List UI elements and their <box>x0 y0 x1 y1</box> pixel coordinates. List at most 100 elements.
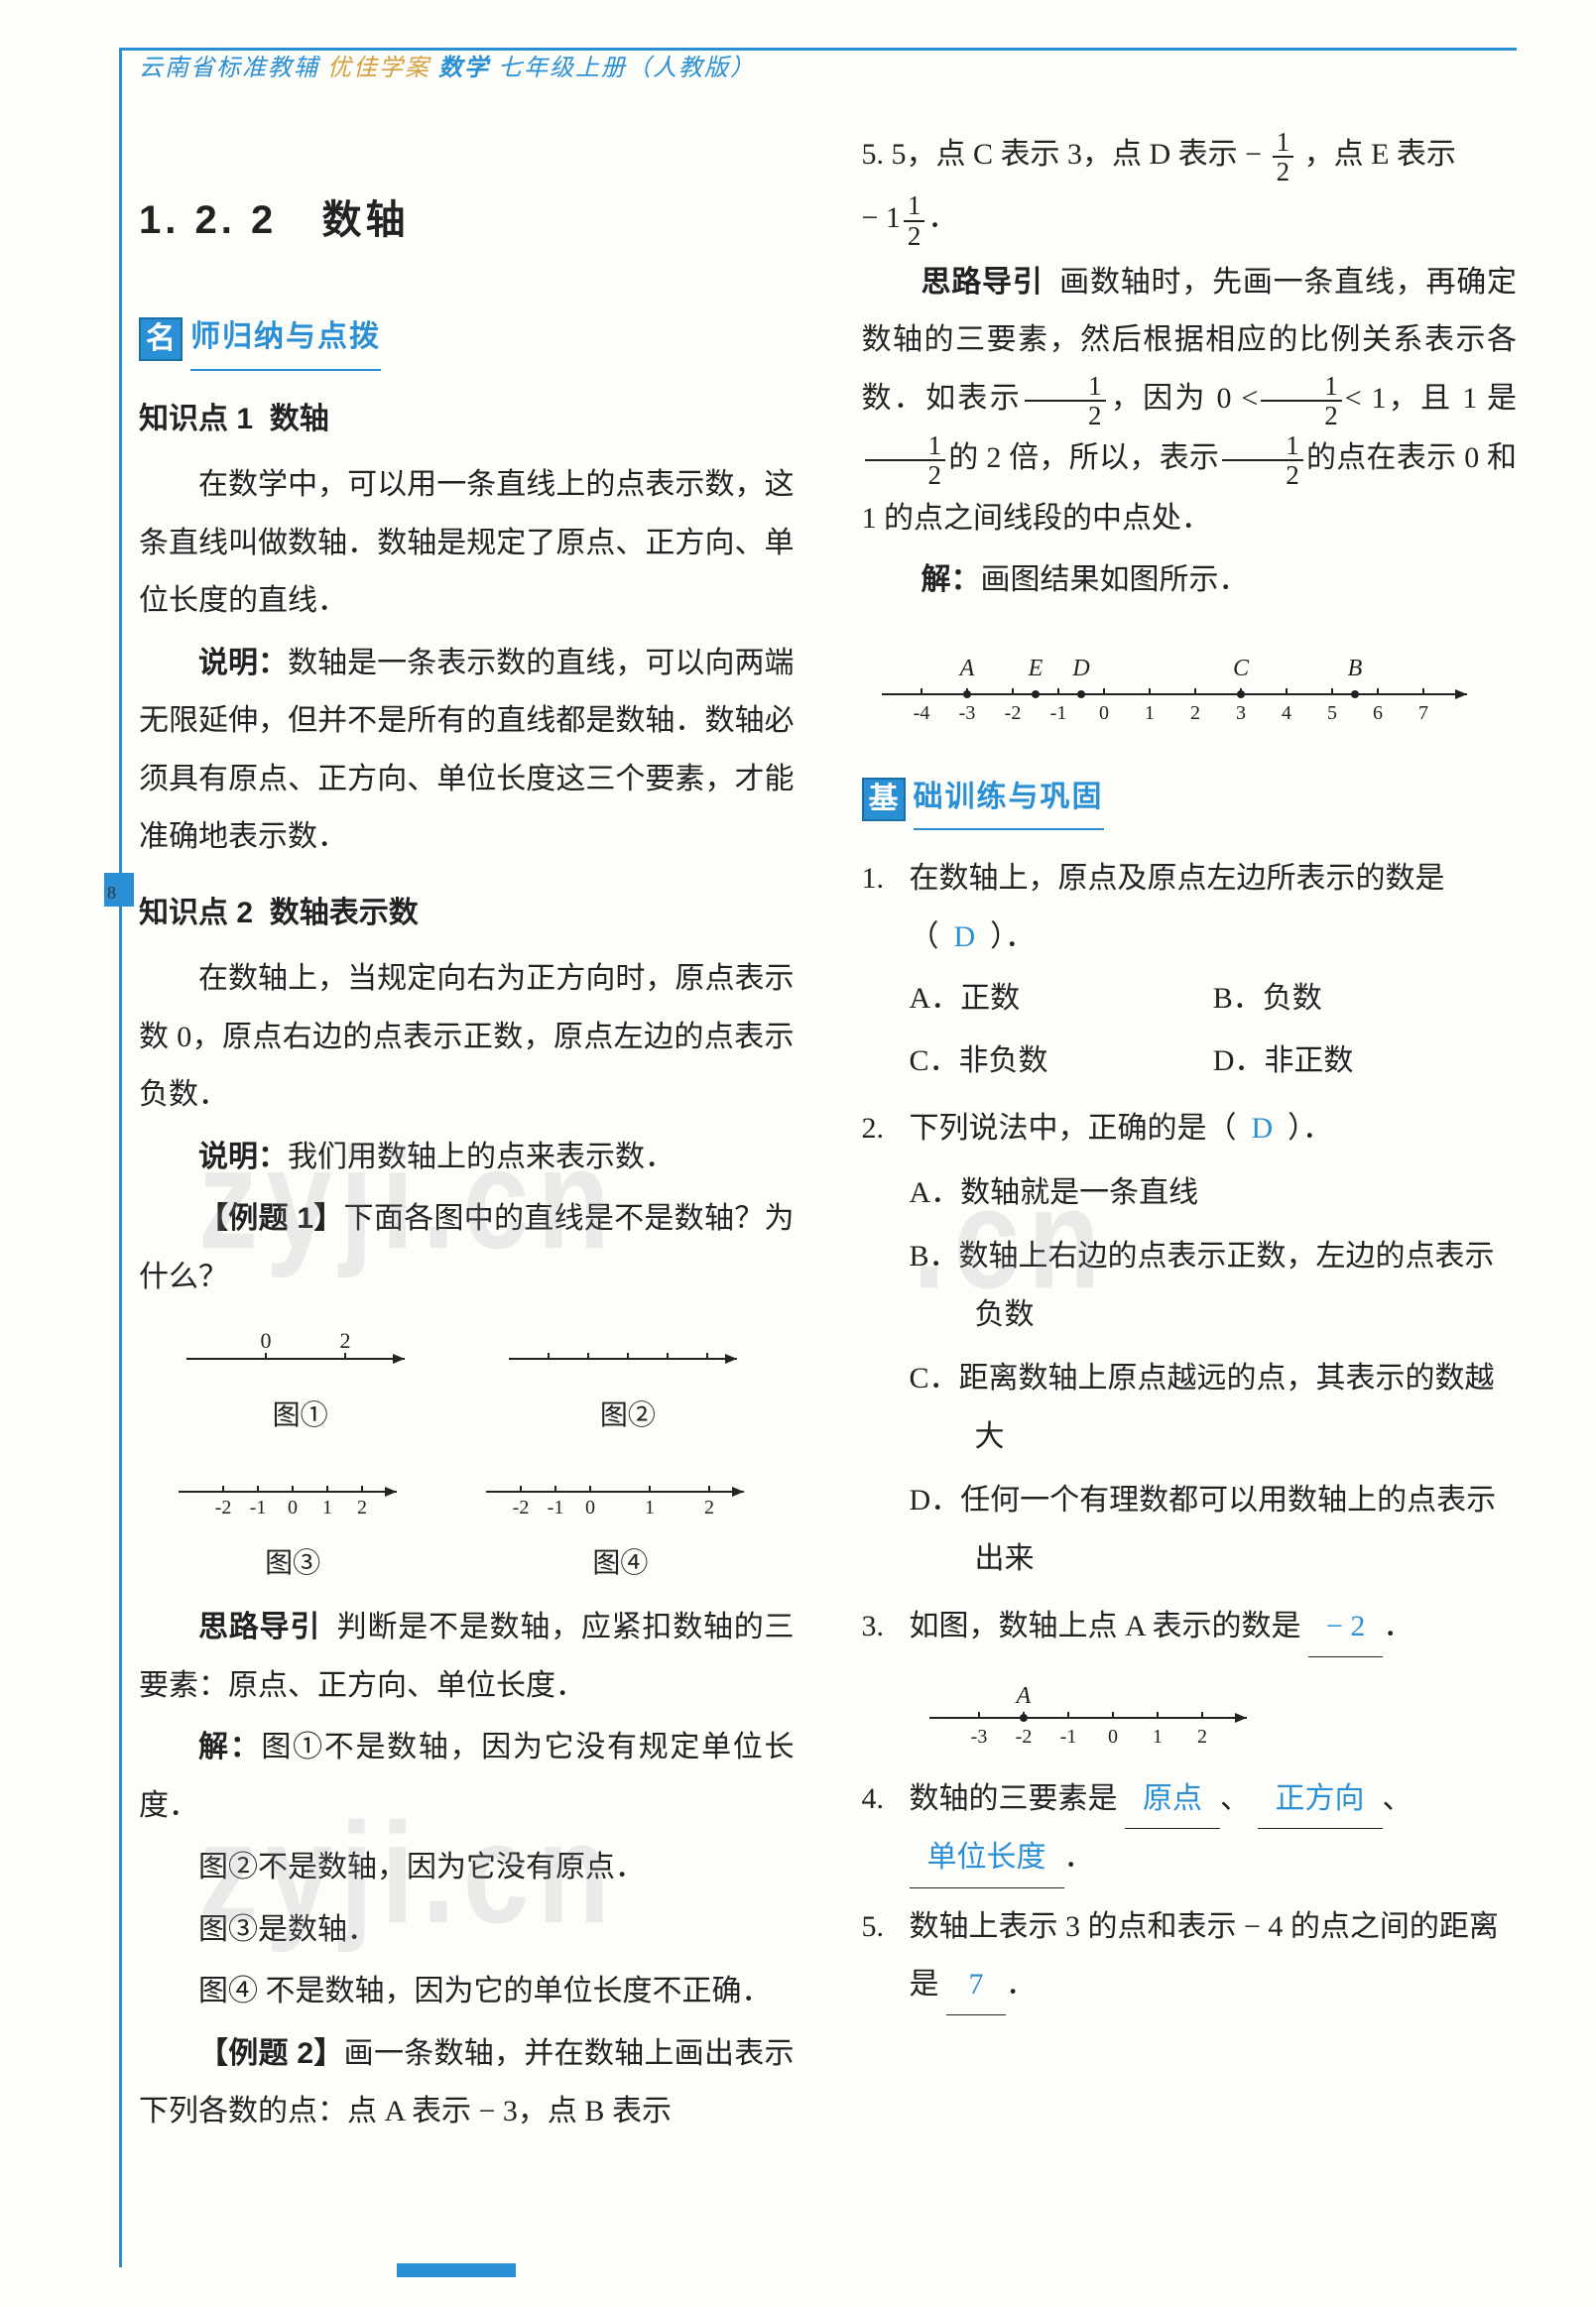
svg-text:1: 1 <box>1153 1726 1163 1748</box>
fig1-svg: 0 2 <box>177 1324 425 1384</box>
svg-text:A: A <box>957 656 974 681</box>
q2-opt-a: A．数轴就是一条直线 <box>910 1164 1518 1223</box>
q2-opt-b: B．数轴上右边的点表示正数，左边的点表示负数 <box>910 1228 1518 1344</box>
q4-ans-1: 原点 <box>1125 1770 1220 1830</box>
ex1-ans2: 图②不是数轴，因为它没有原点． <box>139 1839 795 1897</box>
q4-ans-2: 正方向 <box>1258 1770 1383 1830</box>
svg-text:2: 2 <box>1197 1726 1207 1748</box>
q3-numberline-svg: -3-2-1 012 A <box>910 1673 1267 1751</box>
block-a-icon: 名 <box>139 317 183 361</box>
kp2-para2: 说明：我们用数轴上的点来表示数． <box>139 1129 795 1187</box>
ex2-guide: 思路导引 画数轴时，先画一条直线，再确定数轴的三要素，然后根据相应的比例关系表示… <box>862 254 1518 547</box>
svg-text:0: 0 <box>1099 702 1109 724</box>
svg-text:0: 0 <box>585 1497 595 1518</box>
q1-opt-b: B．负数 <box>1213 970 1517 1029</box>
svg-text:1: 1 <box>1145 702 1155 724</box>
example-1: 【例题 1】下面各图中的直线是不是数轴？为什么？ <box>139 1190 795 1306</box>
ex1-guide: 思路导引 判断是不是数轴，应紧扣数轴的三要素：原点、正方向、单位长度． <box>139 1599 795 1715</box>
knowledge-point-2: 知识点 2 数轴表示数 <box>139 885 795 943</box>
svg-text:C: C <box>1232 656 1249 681</box>
figure-3: -2-10 12 图③ <box>169 1462 417 1592</box>
header-subject: 数学 <box>438 56 490 81</box>
q1-opt-d: D．非正数 <box>1213 1032 1517 1091</box>
svg-text:-2: -2 <box>513 1497 530 1518</box>
fraction-icon: 12 <box>1273 128 1294 186</box>
q4-ans-3: 单位长度 <box>910 1829 1064 1888</box>
svg-text:-1: -1 <box>1059 1726 1076 1748</box>
ex2-continuation: 5. 5，点 C 表示 3，点 D 表示 − 12 ，点 E 表示 <box>862 126 1518 185</box>
q5-answer: 7 <box>946 1956 1006 2015</box>
q1-answer: D <box>954 920 976 953</box>
svg-text:B: B <box>1347 656 1362 681</box>
svg-text:D: D <box>1071 656 1089 681</box>
svg-text:7: 7 <box>1418 702 1428 724</box>
header-prefix: 云南省标准教辅 <box>139 56 319 81</box>
left-column: 1. 2. 2 数轴 名 师归纳与点拨 知识点 1 数轴 在数学中，可以用一条直… <box>139 122 804 2145</box>
example-2: 【例题 2】画一条数轴，并在数轴上画出表示下列各数的点：点 A 表示 − 3，点… <box>139 2025 795 2141</box>
svg-text:-2: -2 <box>1004 702 1021 724</box>
q3-answer: − 2 <box>1308 1598 1383 1657</box>
fig3-svg: -2-10 12 <box>169 1462 417 1531</box>
svg-text:-3: -3 <box>970 1726 987 1748</box>
figure-2: 图② <box>499 1324 757 1444</box>
kp1-para2: 说明：数轴是一条表示数的直线，可以向两端无限延伸，但并不是所有的直线都是数轴．数… <box>139 635 795 867</box>
q1-opt-c: C．非负数 <box>910 1032 1213 1091</box>
svg-text:2: 2 <box>704 1497 714 1518</box>
bottom-tab <box>397 2263 516 2277</box>
question-1: 1. 在数轴上，原点及原点左边所表示的数是（ D ）． A．正数 B．负数 C．… <box>862 850 1518 1090</box>
q2-answer: D <box>1252 1112 1274 1145</box>
ex1-ans4: 图④ 不是数轴，因为它的单位长度不正确． <box>139 1963 795 2021</box>
svg-text:-2: -2 <box>215 1497 232 1518</box>
question-5: 5. 数轴上表示 3 的点和表示 − 4 的点之间的距离是 7． <box>862 1898 1518 2015</box>
question-4: 4. 数轴的三要素是 原点、 正方向、 单位长度． <box>862 1770 1518 1888</box>
ex2-number-line: -4-3-2 -101 234 567 AED CB <box>862 640 1518 729</box>
left-border <box>119 48 122 2267</box>
header-series: 优佳学案 <box>327 56 430 81</box>
section-number: 1. 2. 2 <box>139 198 277 242</box>
knowledge-point-1: 知识点 1 数轴 <box>139 391 795 449</box>
section-title-text: 数轴 <box>322 198 410 242</box>
svg-text:0: 0 <box>1108 1726 1118 1748</box>
page-number-label: 8 <box>107 883 116 904</box>
svg-text:E: E <box>1027 656 1043 681</box>
question-3: 3. 如图，数轴上点 A 表示的数是 − 2． <box>862 1598 1518 1761</box>
figure-row-2: -2-10 12 图③ <box>139 1462 795 1592</box>
svg-text:5: 5 <box>1327 702 1337 724</box>
block-b-title: 础训练与巩固 <box>914 769 1104 831</box>
svg-text:0: 0 <box>260 1328 271 1353</box>
block-b-icon: 基 <box>862 778 906 821</box>
svg-text:-4: -4 <box>913 702 929 724</box>
figure-1: 0 2 图① <box>177 1324 425 1444</box>
svg-text:1: 1 <box>322 1497 332 1518</box>
svg-text:4: 4 <box>1282 702 1291 724</box>
svg-text:2: 2 <box>1190 702 1200 724</box>
top-border <box>119 48 1517 51</box>
figure-row-1: 0 2 图① <box>139 1324 795 1444</box>
svg-text:-1: -1 <box>548 1497 564 1518</box>
svg-text:2: 2 <box>357 1497 367 1518</box>
ex2-ans: 解：画图结果如图所示． <box>862 551 1518 610</box>
question-2: 2. 下列说法中，正确的是（ D ）． A．数轴就是一条直线 B．数轴上右边的点… <box>862 1100 1518 1588</box>
svg-text:-1: -1 <box>1049 702 1066 724</box>
fraction-icon: 12 <box>1222 431 1303 490</box>
svg-text:-3: -3 <box>958 702 975 724</box>
header-grade: 七年级上册（人教版） <box>498 56 756 81</box>
fraction-icon: 12 <box>1261 372 1342 430</box>
svg-text:-1: -1 <box>250 1497 267 1518</box>
block-a-title: 师归纳与点拨 <box>190 308 381 371</box>
svg-text:1: 1 <box>645 1497 655 1518</box>
ex2-cont2: − 112． <box>862 189 1518 249</box>
page-header: 云南省标准教辅 优佳学案 数学 七年级上册（人教版） <box>139 48 1517 82</box>
fig2-svg <box>499 1324 757 1384</box>
fraction-icon: 12 <box>904 191 925 250</box>
q2-opt-d: D．任何一个有理数都可以用数轴上的点表示出来 <box>910 1472 1518 1588</box>
svg-text:3: 3 <box>1236 702 1246 724</box>
fraction-icon: 12 <box>865 431 946 490</box>
block-b-header: 基 础训练与巩固 <box>862 769 1518 831</box>
svg-text:-2: -2 <box>1015 1726 1032 1748</box>
figure-4: -2-10 12 图④ <box>476 1462 764 1592</box>
q2-opt-c: C．距离数轴上原点越远的点，其表示的数越大 <box>910 1350 1518 1466</box>
right-column: 5. 5，点 C 表示 3，点 D 表示 − 12 ，点 E 表示 − 112．… <box>852 122 1518 2145</box>
section-title: 1. 2. 2 数轴 <box>139 182 795 259</box>
fraction-icon: 12 <box>1025 372 1106 430</box>
